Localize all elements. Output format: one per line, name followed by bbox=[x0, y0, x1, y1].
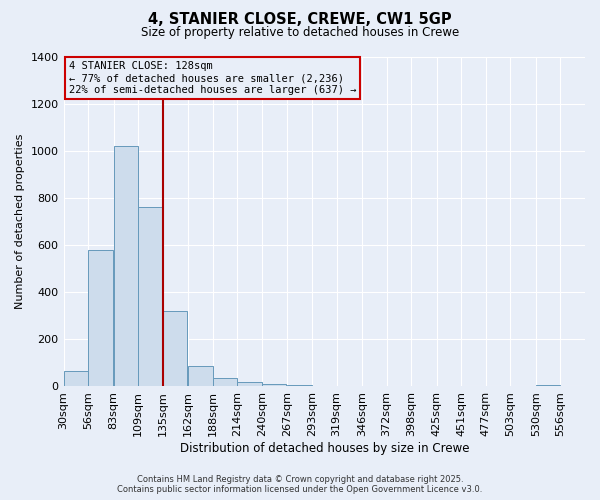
Bar bbox=[113, 146, 138, 386]
Text: Size of property relative to detached houses in Crewe: Size of property relative to detached ho… bbox=[141, 26, 459, 39]
Bar bbox=[238, 382, 262, 386]
Text: Contains HM Land Registry data © Crown copyright and database right 2025.
Contai: Contains HM Land Registry data © Crown c… bbox=[118, 474, 482, 494]
Bar bbox=[536, 384, 560, 386]
X-axis label: Distribution of detached houses by size in Crewe: Distribution of detached houses by size … bbox=[179, 442, 469, 455]
Bar bbox=[138, 208, 163, 386]
Y-axis label: Number of detached properties: Number of detached properties bbox=[15, 134, 25, 309]
Bar bbox=[88, 250, 113, 386]
Bar bbox=[188, 366, 213, 386]
Text: 4, STANIER CLOSE, CREWE, CW1 5GP: 4, STANIER CLOSE, CREWE, CW1 5GP bbox=[148, 12, 452, 28]
Bar bbox=[64, 371, 88, 386]
Bar bbox=[262, 384, 286, 386]
Text: 4 STANIER CLOSE: 128sqm
← 77% of detached houses are smaller (2,236)
22% of semi: 4 STANIER CLOSE: 128sqm ← 77% of detache… bbox=[69, 62, 356, 94]
Bar bbox=[163, 311, 187, 386]
Bar bbox=[213, 378, 238, 386]
